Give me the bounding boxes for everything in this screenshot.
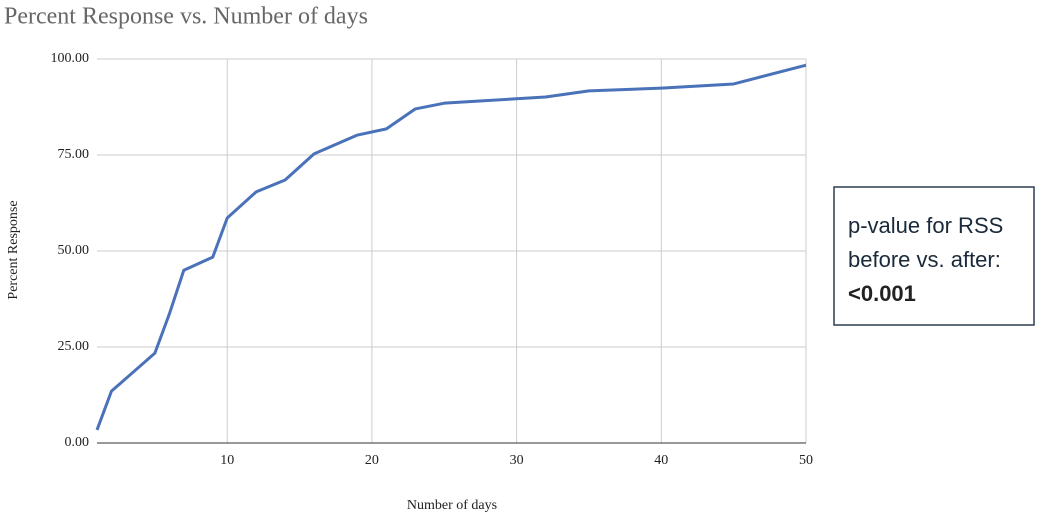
x-tick-label: 50 <box>799 453 813 468</box>
y-tick-label: 100.00 <box>51 51 90 66</box>
y-tick-label: 0.00 <box>65 435 90 450</box>
y-axis-label: Percent Response <box>6 200 21 299</box>
annotation-text: before vs. after: <box>848 247 1001 272</box>
y-tick-label: 25.00 <box>58 339 90 354</box>
line <box>95 63 807 431</box>
x-tick-label: 20 <box>365 453 379 468</box>
annotation-box <box>833 186 1035 326</box>
y-tick-label: 75.00 <box>58 147 90 162</box>
annotation-highlight: <0.001 <box>848 281 916 306</box>
x-axis-label: Number of days <box>407 498 497 513</box>
x-tick-label: 40 <box>654 453 668 468</box>
x-tick-label: 30 <box>510 453 524 468</box>
chart-title: Percent Response vs. Number of days <box>4 4 368 30</box>
y-tick-label: 50.00 <box>58 243 90 258</box>
x-tick-label: 10 <box>220 453 234 468</box>
annotation-text: p-value for RSS <box>848 213 1003 238</box>
